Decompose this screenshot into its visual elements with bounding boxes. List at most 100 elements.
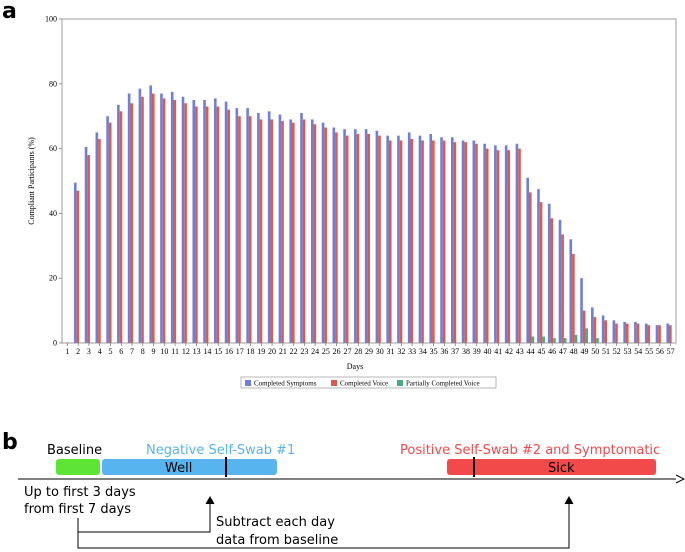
x-tick-label: 50 bbox=[591, 347, 599, 356]
x-tick-label: 3 bbox=[87, 347, 91, 356]
bar-completed-symptoms-day-24 bbox=[310, 119, 314, 343]
bar-completed-symptoms-day-11 bbox=[170, 91, 174, 344]
positive-swab-label: Positive Self-Swab #2 and Symptomatic bbox=[400, 443, 660, 458]
bar-completed-voice-day-17 bbox=[238, 116, 241, 343]
bar-completed-symptoms-day-13 bbox=[192, 100, 196, 343]
x-tick-label: 4 bbox=[98, 347, 102, 356]
x-tick-label: 40 bbox=[483, 347, 491, 356]
x-tick-label: 44 bbox=[527, 347, 535, 356]
note-first-days-line2: from first 7 days bbox=[24, 502, 131, 517]
x-tick-label: 6 bbox=[119, 347, 123, 356]
negative-swab-label: Negative Self-Swab #1 bbox=[146, 443, 295, 458]
x-tick-label: 57 bbox=[667, 347, 675, 356]
bar-completed-symptoms-day-7 bbox=[127, 93, 131, 344]
bar-completed-symptoms-day-29 bbox=[364, 129, 368, 343]
bar-completed-symptoms-day-17 bbox=[235, 108, 239, 343]
bar-completed-voice-day-2 bbox=[76, 190, 80, 343]
bar-completed-voice-day-52 bbox=[615, 323, 618, 343]
bar-completed-voice-day-6 bbox=[119, 111, 123, 343]
bar-completed-symptoms-day-3 bbox=[84, 146, 88, 343]
x-tick-label: 43 bbox=[516, 347, 524, 356]
x-tick-label: 20 bbox=[268, 347, 276, 356]
bar-completed-symptoms-day-31 bbox=[386, 135, 389, 343]
bar-partially-completed-voice-day-48 bbox=[574, 334, 578, 343]
bar-completed-voice-day-33 bbox=[410, 138, 414, 343]
bar-completed-voice-day-51 bbox=[604, 320, 607, 343]
x-axis-ticks: 1 2 3 4 5 6 7 8 9 10 11 12 13 14 15 16 17 18 19 20 21 22 23 24 2… bbox=[65, 343, 675, 356]
bar-completed-voice-day-44 bbox=[528, 192, 532, 343]
legend-label-partial-voice: Partially Completed Voice bbox=[406, 380, 480, 388]
bar-completed-voice-day-12 bbox=[184, 103, 187, 344]
x-tick-label: 15 bbox=[214, 347, 222, 356]
y-axis-title: Compliant Participants (%) bbox=[27, 137, 36, 225]
sick-period-bar bbox=[447, 459, 656, 475]
legend-swatch-voice bbox=[331, 380, 337, 386]
x-tick-label: 7 bbox=[130, 347, 134, 356]
bar-completed-symptoms-day-39 bbox=[472, 140, 476, 343]
note-subtract-line1: Subtract each day bbox=[216, 515, 335, 530]
bar-completed-voice-day-34 bbox=[421, 140, 424, 343]
bar-completed-voice-day-38 bbox=[464, 142, 467, 343]
legend-swatch-symptoms bbox=[245, 380, 251, 386]
x-tick-label: 23 bbox=[300, 347, 308, 356]
bar-completed-voice-day-32 bbox=[399, 140, 403, 343]
x-tick-label: 17 bbox=[236, 347, 244, 356]
legend-box bbox=[240, 376, 497, 389]
x-tick-label: 5 bbox=[108, 347, 112, 356]
x-tick-label: 2 bbox=[76, 347, 80, 356]
well-period-bar bbox=[102, 459, 277, 475]
bar-completed-voice-day-24 bbox=[313, 124, 317, 343]
y-tick-label: 20 bbox=[49, 274, 57, 283]
bar-completed-symptoms-day-26 bbox=[332, 127, 336, 343]
x-tick-label: 12 bbox=[182, 347, 190, 356]
bar-completed-voice-day-54 bbox=[636, 323, 640, 343]
bar-completed-symptoms-day-21 bbox=[278, 114, 282, 343]
x-tick-label: 8 bbox=[141, 347, 145, 356]
timeline-diagram: Baseline Negative Self-Swab #1 Positive … bbox=[18, 443, 685, 549]
bar-completed-symptoms-day-37 bbox=[450, 137, 454, 343]
bar-completed-symptoms-day-16 bbox=[224, 101, 228, 344]
bar-completed-symptoms-day-8 bbox=[138, 88, 142, 343]
bar-completed-voice-day-7 bbox=[130, 103, 134, 344]
x-tick-label: 27 bbox=[343, 347, 351, 356]
bar-completed-voice-day-4 bbox=[98, 138, 101, 343]
legend-label-symptoms: Completed Symptoms bbox=[254, 380, 317, 388]
x-tick-label: 11 bbox=[171, 347, 179, 356]
x-tick-label: 28 bbox=[354, 347, 362, 356]
x-tick-label: 53 bbox=[624, 347, 632, 356]
bar-completed-symptoms-day-15 bbox=[214, 98, 217, 343]
x-tick-label: 1 bbox=[65, 347, 69, 356]
bar-completed-voice-day-30 bbox=[378, 135, 381, 343]
y-tick-label: 0 bbox=[53, 339, 57, 348]
x-tick-label: 35 bbox=[430, 347, 438, 356]
arrow-to-sick bbox=[77, 502, 570, 549]
y-tick-label: 80 bbox=[49, 79, 57, 88]
x-tick-label: 49 bbox=[580, 347, 588, 356]
bar-partially-completed-voice-day-50 bbox=[596, 338, 599, 343]
x-tick-label: 30 bbox=[376, 347, 384, 356]
bar-completed-symptoms-day-27 bbox=[343, 129, 346, 343]
time-axis-arrowhead bbox=[675, 474, 685, 484]
bar-completed-symptoms-day-20 bbox=[267, 111, 271, 343]
y-tick-label: 60 bbox=[49, 144, 57, 153]
bar-completed-symptoms-day-50 bbox=[591, 307, 594, 343]
bar-completed-symptoms-day-44 bbox=[526, 177, 529, 343]
bar-completed-voice-day-48 bbox=[572, 253, 575, 343]
x-tick-label: 13 bbox=[193, 347, 201, 356]
x-tick-label: 54 bbox=[634, 347, 642, 356]
bar-partially-completed-voice-day-45 bbox=[542, 336, 545, 343]
bar-completed-voice-day-36 bbox=[442, 140, 446, 343]
legend: Completed Symptoms Completed Voice Parti… bbox=[240, 376, 497, 389]
bar-completed-symptoms-day-56 bbox=[655, 325, 659, 343]
x-tick-label: 31 bbox=[387, 347, 395, 356]
note-subtract-line2: data from baseline bbox=[216, 533, 338, 548]
bar-completed-symptoms-day-42 bbox=[504, 145, 508, 343]
bar-completed-symptoms-day-23 bbox=[300, 112, 303, 344]
x-tick-label: 19 bbox=[257, 347, 265, 356]
bar-completed-symptoms-day-57 bbox=[666, 323, 670, 343]
bar-completed-voice-day-53 bbox=[625, 323, 629, 343]
bar-completed-symptoms-day-48 bbox=[569, 239, 573, 343]
bar-completed-voice-day-40 bbox=[485, 148, 489, 343]
